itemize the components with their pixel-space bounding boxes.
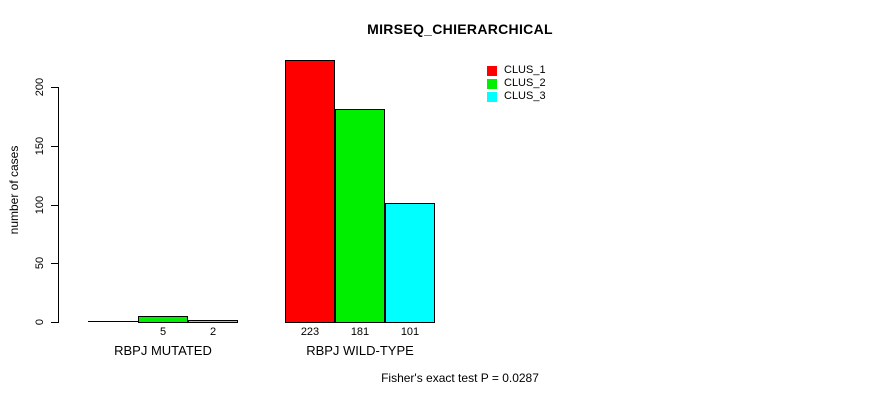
- legend-item-clus-1: CLUS_1: [487, 64, 546, 77]
- y-axis: [58, 87, 59, 323]
- y-tick: [51, 87, 58, 88]
- y-tick: [51, 322, 58, 323]
- bar-clus-1-rbpj-wild-type: [285, 60, 335, 323]
- y-tick: [51, 263, 58, 264]
- legend-item-clus-3: CLUS_3: [487, 90, 546, 103]
- legend: CLUS_1 CLUS_2 CLUS_3: [487, 64, 546, 103]
- y-tick-label: 100: [34, 195, 46, 215]
- legend-swatch-clus-3: [487, 91, 497, 102]
- bar-value-label: 223: [300, 326, 320, 338]
- annotation-text: Fisher's exact test P = 0.0287: [381, 371, 539, 385]
- bar-clus-3-rbpj-mutated: [188, 320, 238, 323]
- category-label-rbpj-mutated: RBPJ MUTATED: [114, 343, 212, 358]
- bar-value-label: 181: [350, 326, 370, 338]
- bar-value-label: 2: [209, 326, 217, 338]
- legend-label: CLUS_3: [504, 90, 546, 102]
- bar-clus-1-rbpj-mutated: [88, 321, 138, 322]
- y-tick: [51, 205, 58, 206]
- y-tick-label: 50: [34, 256, 46, 270]
- bar-value-label: 101: [400, 326, 420, 338]
- y-tick-label: 150: [34, 136, 46, 156]
- y-tick-label: 0: [34, 318, 46, 326]
- bar-clus-2-rbpj-mutated: [138, 316, 188, 323]
- category-label-rbpj-wild-type: RBPJ WILD-TYPE: [306, 343, 414, 358]
- legend-item-clus-2: CLUS_2: [487, 77, 546, 90]
- y-axis-label: number of cases: [7, 145, 21, 235]
- legend-label: CLUS_1: [504, 64, 546, 76]
- legend-swatch-clus-2: [487, 78, 497, 89]
- y-tick-label: 200: [34, 77, 46, 97]
- legend-label: CLUS_2: [504, 77, 546, 89]
- chart-title: MIRSEQ_CHIERARCHICAL: [367, 21, 553, 37]
- bar-value-label: 5: [159, 326, 167, 338]
- legend-swatch-clus-1: [487, 65, 497, 76]
- y-tick: [51, 146, 58, 147]
- bar-clus-3-rbpj-wild-type: [385, 203, 435, 323]
- bar-clus-2-rbpj-wild-type: [335, 109, 385, 323]
